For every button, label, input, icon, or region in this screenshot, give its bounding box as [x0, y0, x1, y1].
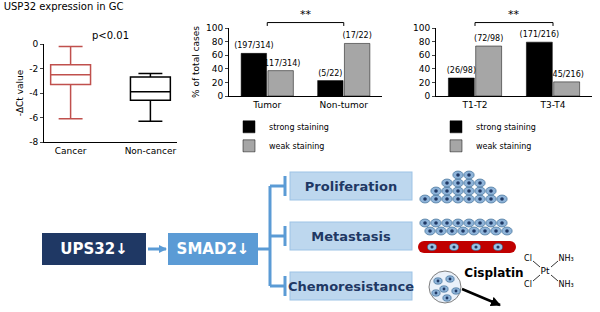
svg-text:Non-tumor: Non-tumor	[320, 100, 369, 110]
svg-text:**: **	[300, 8, 312, 21]
svg-text:Chemoresistance: Chemoresistance	[288, 279, 414, 294]
svg-text:(26/98): (26/98)	[447, 66, 476, 75]
svg-text:0: 0	[32, 39, 38, 49]
svg-text:weak staining: weak staining	[476, 142, 531, 151]
svg-text:p<0.01: p<0.01	[92, 30, 129, 41]
svg-text:**: **	[508, 8, 520, 21]
svg-text:Cl: Cl	[524, 254, 532, 263]
svg-text:20: 20	[419, 78, 431, 88]
svg-text:SMAD2↓: SMAD2↓	[177, 240, 250, 258]
svg-text:USP32 expression in GC: USP32 expression in GC	[4, 1, 124, 12]
svg-text:(5/22): (5/22)	[318, 69, 342, 78]
svg-text:-2: -2	[29, 64, 38, 74]
svg-text:-8: -8	[29, 137, 38, 147]
svg-text:strong staining: strong staining	[269, 123, 329, 132]
svg-text:(117/314): (117/314)	[261, 59, 300, 68]
svg-text:T1-T2: T1-T2	[462, 100, 488, 110]
svg-text:40: 40	[419, 64, 431, 74]
svg-text:weak staining: weak staining	[269, 142, 324, 151]
svg-text:strong staining: strong staining	[476, 123, 536, 132]
svg-text:Pt: Pt	[541, 266, 550, 276]
svg-text:Tumor: Tumor	[252, 100, 281, 110]
svg-text:NH₃: NH₃	[558, 254, 573, 263]
svg-text:(171/216): (171/216)	[520, 30, 559, 39]
svg-text:60: 60	[212, 50, 224, 60]
svg-text:40: 40	[212, 64, 224, 74]
svg-text:(72/98): (72/98)	[474, 34, 503, 43]
svg-text:Non-cancer: Non-cancer	[125, 146, 177, 156]
svg-text:-6: -6	[29, 113, 38, 123]
svg-text:60: 60	[419, 50, 431, 60]
svg-text:20: 20	[212, 78, 224, 88]
svg-text:-4: -4	[29, 88, 38, 98]
svg-text:-ΔCt value: -ΔCt value	[15, 69, 25, 116]
svg-text:% of total cases: % of total cases	[191, 26, 201, 98]
svg-text:Cisplatin: Cisplatin	[464, 266, 523, 280]
svg-text:100: 100	[413, 23, 430, 33]
svg-text:(197/314): (197/314)	[234, 41, 273, 50]
svg-text:0: 0	[217, 91, 223, 101]
svg-text:T3-T4: T3-T4	[540, 100, 566, 110]
svg-text:80: 80	[419, 37, 431, 47]
svg-text:80: 80	[212, 37, 224, 47]
svg-text:Cancer: Cancer	[55, 146, 87, 156]
svg-text:NH₃: NH₃	[558, 280, 573, 289]
svg-text:Proliferation: Proliferation	[305, 179, 397, 194]
svg-text:Metastasis: Metastasis	[311, 229, 391, 244]
svg-text:100: 100	[206, 23, 223, 33]
svg-text:(45/216): (45/216)	[549, 70, 583, 79]
svg-text:(17/22): (17/22)	[342, 31, 371, 40]
svg-text:0: 0	[424, 91, 430, 101]
svg-text:UPS32↓: UPS32↓	[60, 240, 127, 258]
svg-text:Cl: Cl	[524, 280, 532, 289]
